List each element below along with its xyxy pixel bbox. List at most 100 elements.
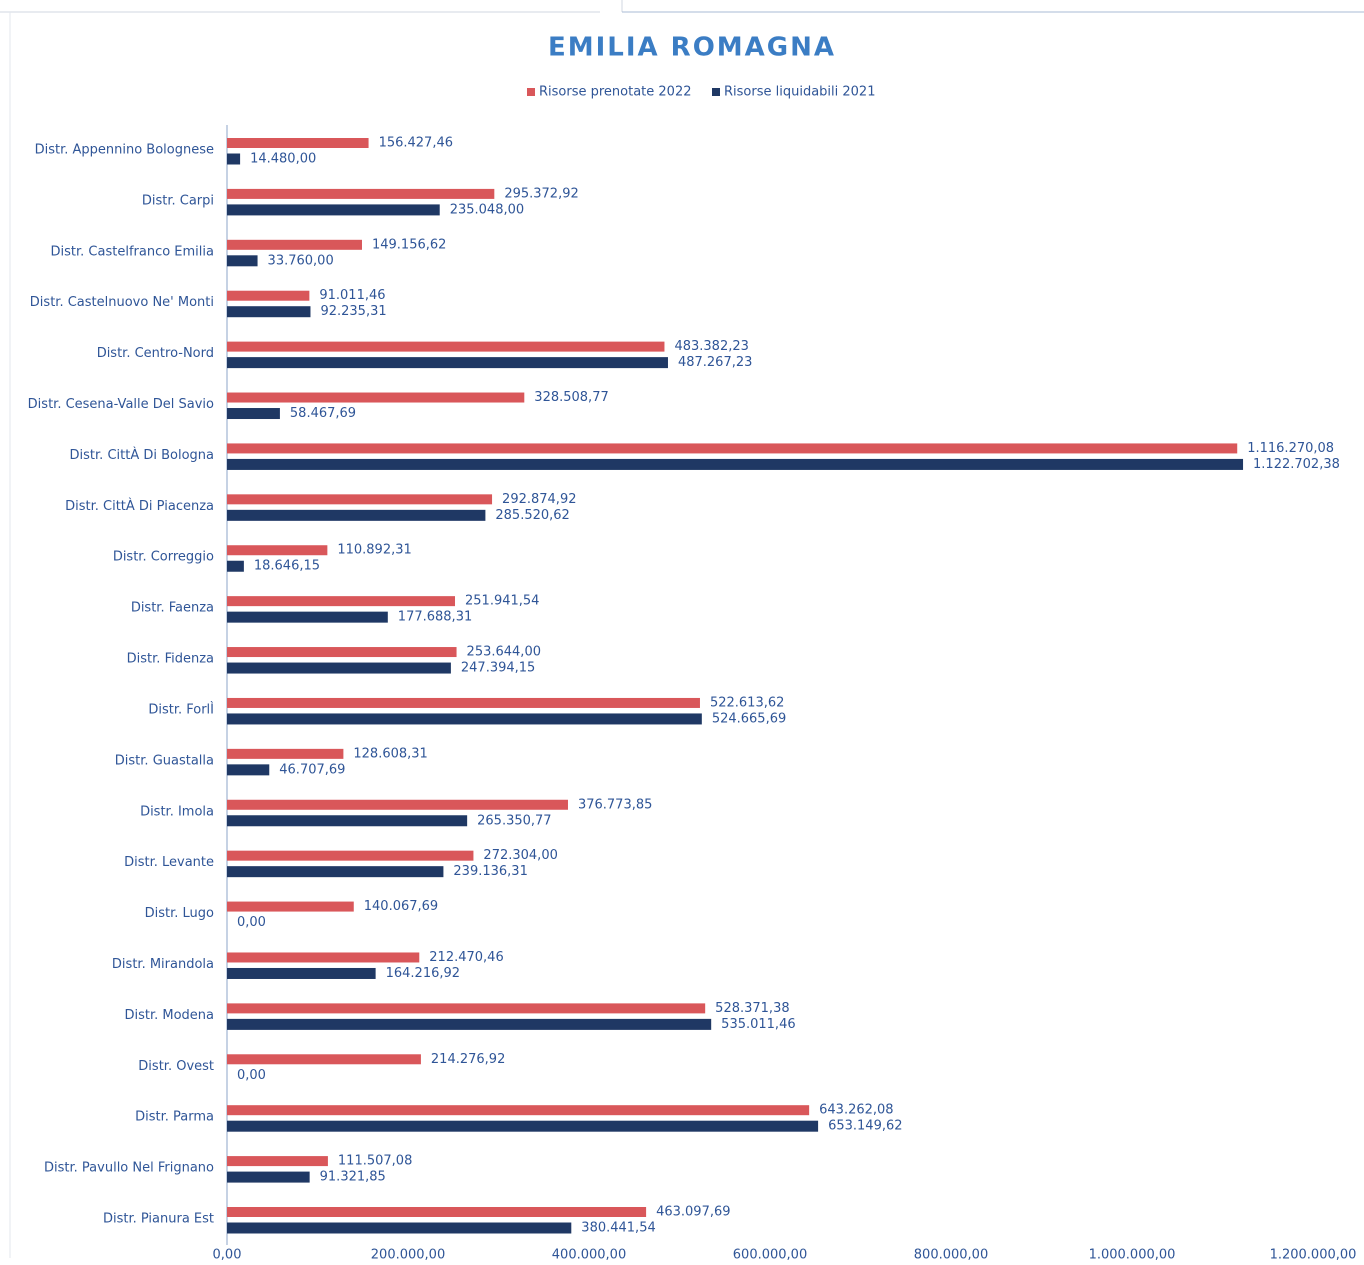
bar xyxy=(227,764,270,776)
y-tick-label: Distr. Lugo xyxy=(145,906,214,921)
value-label: 92.235,31 xyxy=(320,304,386,319)
y-tick-label: Distr. Mirandola xyxy=(112,957,214,972)
value-label: 18.646,15 xyxy=(254,559,320,574)
bar xyxy=(227,560,244,572)
value-label: 528.371,38 xyxy=(715,1001,789,1016)
value-label: 212.470,46 xyxy=(429,950,503,965)
value-label: 111.507,08 xyxy=(338,1154,412,1169)
value-label: 265.350,77 xyxy=(477,813,551,828)
value-label: 0,00 xyxy=(237,915,266,930)
bar xyxy=(227,1054,421,1065)
value-label: 91.011,46 xyxy=(319,288,385,303)
bar xyxy=(227,138,369,148)
value-label: 487.267,23 xyxy=(678,355,752,370)
bar xyxy=(227,866,444,878)
y-tick-label: Distr. CittÀ Di Piacenza xyxy=(65,498,214,514)
bar xyxy=(227,967,376,979)
bar xyxy=(227,545,328,556)
bar xyxy=(227,697,700,708)
value-label: 140.067,69 xyxy=(364,899,438,914)
value-label: 156.427,46 xyxy=(379,136,453,151)
y-tick-label: Distr. Carpi xyxy=(142,193,214,208)
bar xyxy=(227,408,280,420)
y-tick-label: Distr. ForlÌ xyxy=(148,701,214,717)
bar xyxy=(227,748,344,759)
x-tick-label: 1.000.000,00 xyxy=(1089,1248,1176,1263)
y-tick-label: Distr. CittÀ Di Bologna xyxy=(70,447,214,463)
x-tick-label: 800.000,00 xyxy=(914,1248,988,1263)
value-label: 0,00 xyxy=(237,1068,266,1083)
value-label: 164.216,92 xyxy=(386,966,460,981)
bar xyxy=(227,1018,712,1030)
y-tick-label: Distr. Ovest xyxy=(138,1059,214,1074)
y-tick-label: Distr. Modena xyxy=(124,1008,214,1023)
y-tick-label: Distr. Castelnuovo Ne' Monti xyxy=(30,295,214,310)
value-label: 128.608,31 xyxy=(353,746,427,761)
value-label: 239.136,31 xyxy=(453,864,527,879)
bar xyxy=(227,204,440,216)
bar xyxy=(227,799,568,810)
value-label: 535.011,46 xyxy=(721,1017,795,1032)
bar xyxy=(227,443,1238,454)
legend-label: Risorse prenotate 2022 xyxy=(539,85,692,100)
value-label: 463.097,69 xyxy=(656,1205,730,1220)
bar xyxy=(227,596,456,607)
bar xyxy=(227,1222,572,1234)
bar xyxy=(227,239,362,250)
bar xyxy=(227,341,665,352)
bar xyxy=(227,509,486,521)
bar xyxy=(227,1105,810,1116)
value-label: 251.941,54 xyxy=(465,594,539,609)
value-label: 524.665,69 xyxy=(712,711,786,726)
value-label: 328.508,77 xyxy=(534,390,608,405)
chart-title: EMILIA ROMAGNA xyxy=(548,33,836,63)
bar xyxy=(227,1171,310,1183)
value-label: 14.480,00 xyxy=(250,152,316,167)
value-label: 177.688,31 xyxy=(398,610,472,625)
value-label: 235.048,00 xyxy=(450,202,524,217)
bar xyxy=(227,357,668,369)
value-label: 247.394,15 xyxy=(461,661,535,676)
bar xyxy=(227,1003,706,1014)
value-label: 46.707,69 xyxy=(279,762,345,777)
bar xyxy=(227,255,258,267)
bar xyxy=(227,458,1244,470)
bar xyxy=(227,662,451,674)
bar xyxy=(227,392,525,403)
y-tick-label: Distr. Parma xyxy=(135,1110,214,1125)
value-label: 33.760,00 xyxy=(268,253,334,268)
value-label: 295.372,92 xyxy=(504,186,578,201)
y-tick-label: Distr. Cesena-Valle Del Savio xyxy=(28,397,214,412)
legend-label: Risorse liquidabili 2021 xyxy=(724,85,875,100)
value-label: 149.156,62 xyxy=(372,237,446,252)
legend-swatch xyxy=(527,88,535,96)
bar xyxy=(227,1120,819,1132)
value-label: 272.304,00 xyxy=(483,848,557,863)
bar xyxy=(227,306,311,318)
bar xyxy=(227,815,468,827)
value-label: 110.892,31 xyxy=(337,543,411,558)
legend-swatch xyxy=(712,88,720,96)
bar xyxy=(227,850,474,861)
value-label: 253.644,00 xyxy=(467,645,541,660)
bar xyxy=(227,188,495,199)
y-tick-label: Distr. Pianura Est xyxy=(103,1212,214,1227)
y-tick-label: Distr. Pavullo Nel Frignano xyxy=(44,1161,214,1176)
value-label: 292.874,92 xyxy=(502,492,576,507)
value-label: 380.441,54 xyxy=(581,1221,655,1236)
y-tick-label: Distr. Guastalla xyxy=(115,753,214,768)
value-label: 522.613,62 xyxy=(710,695,784,710)
value-label: 483.382,23 xyxy=(674,339,748,354)
value-label: 1.116.270,08 xyxy=(1247,441,1334,456)
x-tick-label: 600.000,00 xyxy=(733,1248,807,1263)
y-tick-label: Distr. Castelfranco Emilia xyxy=(51,244,214,259)
bar xyxy=(227,1156,328,1167)
bar xyxy=(227,1207,647,1217)
x-tick-label: 0,00 xyxy=(213,1248,242,1263)
y-tick-label: Distr. Fidenza xyxy=(127,652,214,667)
value-label: 1.122.702,38 xyxy=(1253,457,1340,472)
x-tick-label: 400.000,00 xyxy=(552,1248,626,1263)
x-tick-label: 200.000,00 xyxy=(371,1248,445,1263)
y-tick-label: Distr. Correggio xyxy=(113,550,214,565)
